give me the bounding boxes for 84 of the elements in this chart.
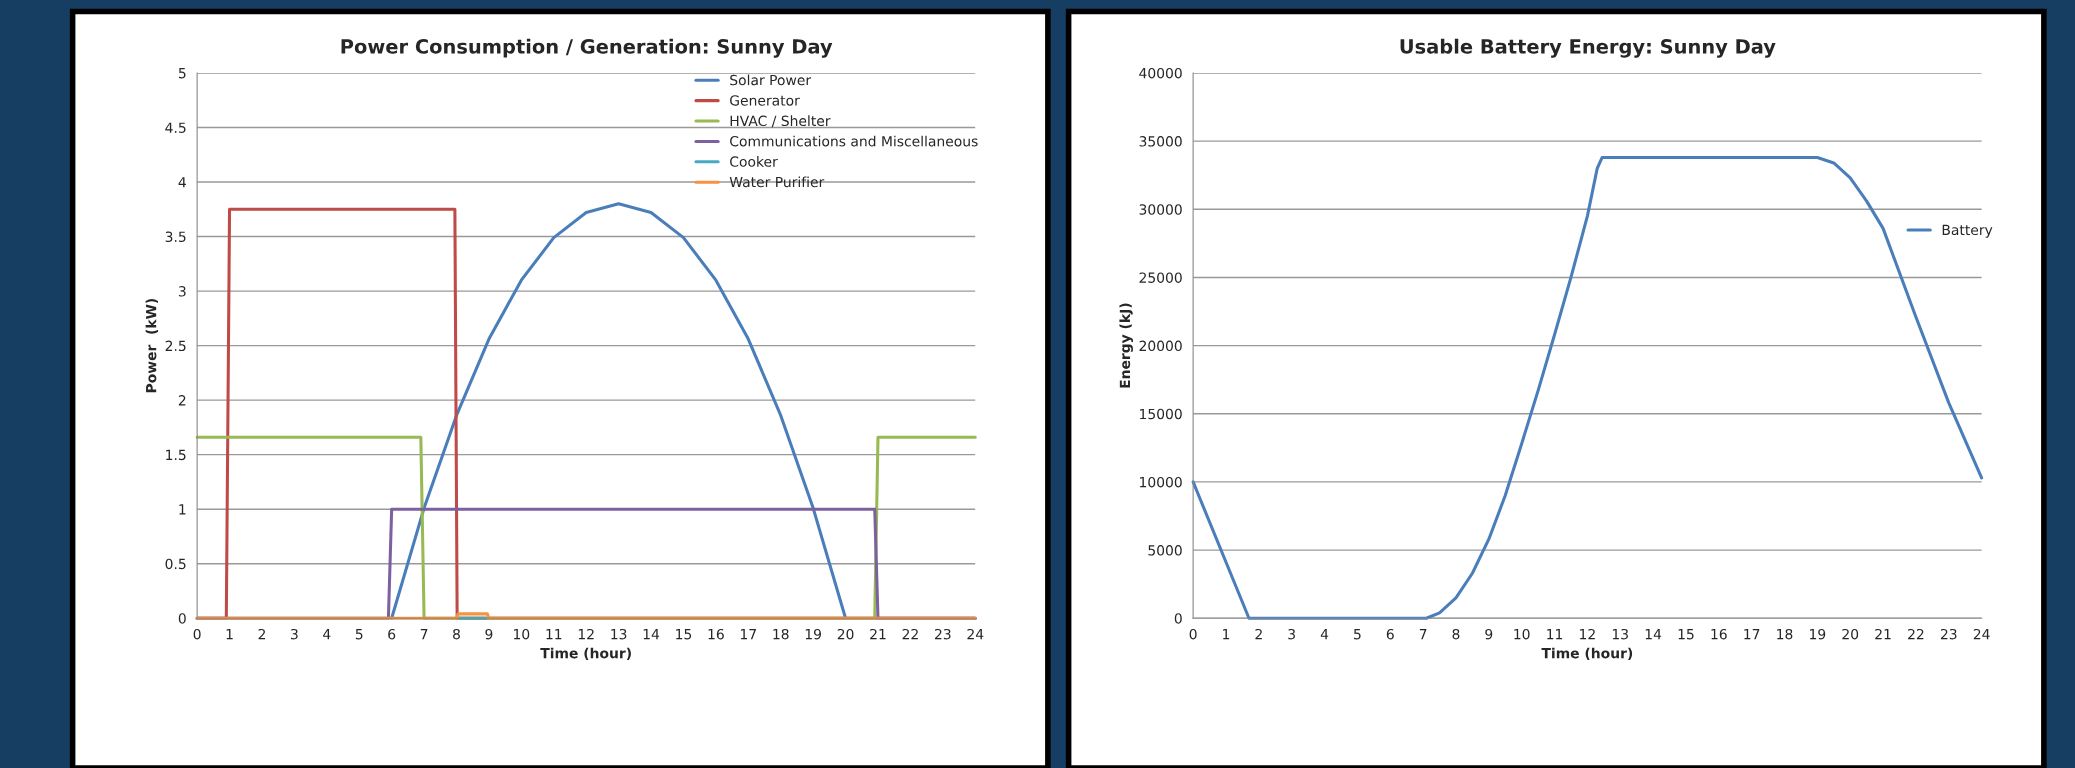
x-tick-label: 5 [355,629,363,640]
x-tick-label: 15 [1678,629,1694,640]
y-tick-label: 25000 [1139,272,1182,283]
chart-title: Power Consumption / Generation: Sunny Day [341,38,833,58]
x-tick-label: 11 [1547,629,1563,640]
x-tick-label: 24 [1973,628,1990,640]
legend-label: Battery [1942,224,1993,238]
y-tick-label: 2.5 [165,340,186,352]
y-tick-label: 2 [178,395,186,406]
x-tick-label: 21 [1875,628,1891,640]
x-tick-label: 14 [643,629,660,640]
legend-label: Solar Power [730,74,812,86]
x-tick-label: 12 [1580,628,1595,640]
x-tick-label: 8 [453,628,460,640]
y-tick-label: 35000 [1139,136,1182,147]
x-tick-label: 19 [805,628,821,640]
x-tick-label: 13 [611,628,627,640]
y-tick-label: 0.5 [165,558,186,570]
x-tick-label: 19 [1810,628,1826,640]
x-tick-label: 16 [708,628,724,640]
legend-label: Cooker [730,156,778,167]
x-tick-label: 4 [323,629,331,640]
x-tick-label: 20 [1842,628,1859,640]
y-axis-title: Energy (kJ) [1119,303,1133,388]
x-tick-label: 23 [935,628,951,640]
x-tick-label: 14 [1645,629,1662,640]
legend-label: Water Purifier [729,176,825,188]
x-tick-label: 5 [1354,629,1361,640]
y-tick-label: 30000 [1139,204,1182,215]
legend-label: Communications and Miscellaneous [730,135,978,147]
x-tick-label: 24 [967,628,984,640]
x-tick-label: 2 [258,628,265,640]
x-tick-label: 18 [773,628,789,640]
x-tick-label: 12 [578,628,594,640]
x-tick-label: 0 [193,628,201,640]
x-tick-label: 10 [514,628,530,640]
y-tick-label: 3.5 [165,231,186,243]
x-tick-label: 17 [1744,629,1760,640]
y-tick-label: 0 [1174,613,1182,624]
x-tick-label: 16 [1711,628,1727,640]
x-tick-label: 1 [1223,629,1230,640]
line-series [390,202,848,620]
x-tick-label: 17 [740,629,756,640]
x-tick-label: 0 [1189,628,1197,640]
y-axis-title: Power (kW) [145,298,159,393]
x-tick-label: 22 [1908,628,1924,640]
x-tick-label: 11 [546,629,562,640]
x-tick-label: 2 [1255,628,1262,640]
x-tick-label: 21 [870,628,886,640]
x-axis-title: Time (hour) [540,647,631,661]
x-tick-label: 6 [388,628,396,640]
y-tick-label: 20000 [1139,340,1182,352]
x-axis-title: Time (hour) [1541,647,1633,661]
y-tick-label: 3 [178,286,186,297]
y-tick-label: 4 [178,177,186,188]
y-tick-label: 5 [178,68,186,79]
x-tick-label: 4 [1320,629,1329,640]
y-tick-label: 5000 [1148,545,1182,556]
x-tick-label: 18 [1777,628,1793,640]
y-tick-label: 0 [178,613,186,624]
y-tick-label: 1 [179,504,186,515]
x-tick-label: 3 [1288,628,1295,640]
x-tick-label: 13 [1612,628,1628,640]
y-tick-label: 40000 [1139,67,1182,79]
y-tick-label: 4.5 [165,122,186,133]
chart-title: Usable Battery Energy: Sunny Day [1400,38,1776,58]
legend-label: HVAC / Shelter [730,115,831,128]
x-tick-label: 7 [420,629,428,640]
x-tick-label: 8 [1452,628,1460,640]
x-tick-label: 3 [291,628,298,640]
x-tick-label: 1 [226,629,233,640]
x-tick-label: 22 [902,628,918,640]
x-tick-label: 20 [837,628,854,640]
x-tick-label: 6 [1386,628,1394,640]
y-tick-label: 10000 [1140,476,1182,488]
legend-label: Generator [730,95,800,106]
x-tick-label: 23 [1940,628,1957,640]
x-tick-label: 15 [676,629,692,640]
y-tick-label: 15000 [1140,408,1182,420]
x-tick-label: 10 [1514,628,1530,640]
y-tick-label: 1.5 [166,449,186,461]
x-tick-label: 7 [1419,629,1427,640]
x-tick-label: 9 [1485,628,1493,640]
x-tick-label: 9 [485,628,493,640]
